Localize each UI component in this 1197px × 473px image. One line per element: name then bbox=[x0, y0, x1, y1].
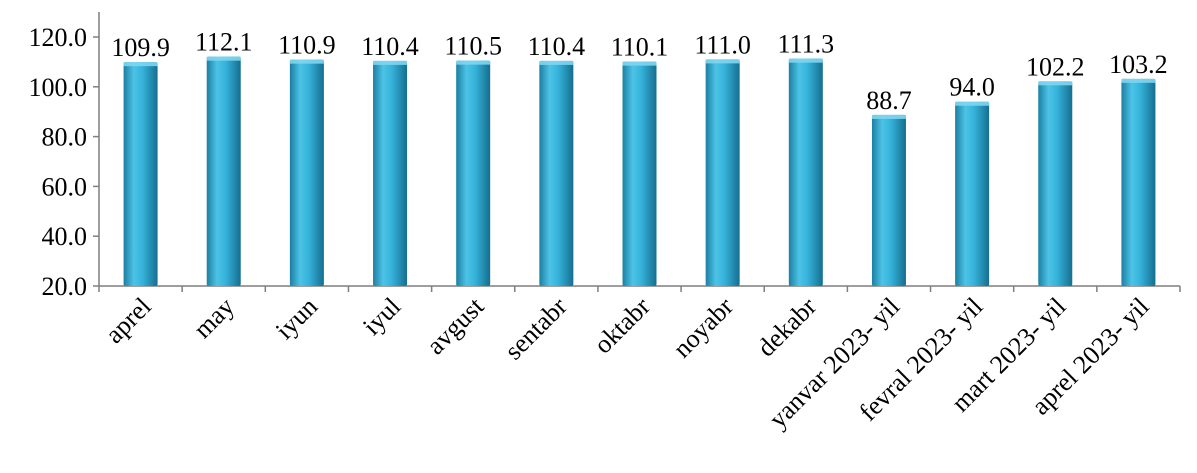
bar bbox=[289, 59, 324, 287]
x-tick-label: iyun bbox=[270, 292, 323, 345]
bar-body bbox=[456, 60, 491, 286]
x-tick-label: oktabr bbox=[588, 291, 656, 359]
data-label: 111.0 bbox=[694, 30, 751, 59]
bar bbox=[955, 101, 990, 287]
bar-top-highlight bbox=[955, 101, 990, 106]
bar bbox=[1121, 78, 1156, 286]
bar bbox=[539, 60, 574, 287]
bar-series bbox=[123, 56, 1156, 287]
x-tick-label: iyul bbox=[357, 292, 406, 341]
x-tick-labels: aprel may iyun iyul avgust sentabr oktabr noyab… bbox=[100, 291, 1155, 434]
x-axis bbox=[98, 285, 1181, 292]
y-tick-label: 80.0 bbox=[42, 123, 88, 152]
bar-body bbox=[1038, 81, 1073, 287]
data-label: 94.0 bbox=[949, 73, 995, 102]
bar bbox=[788, 58, 823, 287]
bar bbox=[622, 61, 657, 286]
bar-top-highlight bbox=[289, 59, 324, 64]
bar bbox=[206, 56, 241, 286]
bar-body bbox=[788, 58, 823, 287]
data-label: 103.2 bbox=[1109, 50, 1168, 79]
y-tick-label: 120.0 bbox=[29, 23, 88, 52]
x-tick-label: aprel bbox=[100, 292, 157, 349]
x-tick-label: noyabr bbox=[667, 291, 739, 363]
data-label: 111.3 bbox=[778, 30, 835, 59]
y-axis: 20.0 40.0 60.0 80.0 100.0 120.0 bbox=[29, 12, 100, 301]
x-tick-label: sentabr bbox=[499, 292, 573, 366]
bar bbox=[871, 114, 906, 286]
bar-top-highlight bbox=[871, 114, 906, 119]
bar bbox=[373, 60, 408, 287]
bar-body bbox=[123, 62, 158, 286]
bar-top-highlight bbox=[456, 60, 491, 65]
bar-top-highlight bbox=[1121, 78, 1156, 83]
bar-top-highlight bbox=[788, 58, 823, 63]
y-tick-label: 60.0 bbox=[42, 172, 88, 201]
bar-body bbox=[1121, 78, 1156, 286]
bar-top-highlight bbox=[373, 60, 408, 65]
bar-body bbox=[705, 59, 740, 286]
bar-body bbox=[955, 101, 990, 287]
data-label: 110.4 bbox=[528, 32, 586, 61]
data-label: 110.1 bbox=[611, 33, 669, 62]
data-labels: 109.9 112.1 110.9 110.4 110.5 110.4 110.1 111.0… bbox=[111, 28, 1167, 115]
data-label: 110.9 bbox=[278, 31, 336, 60]
bar-body bbox=[539, 60, 574, 287]
bar-top-highlight bbox=[622, 61, 657, 66]
bar-body bbox=[289, 59, 324, 287]
bar-top-highlight bbox=[123, 62, 158, 67]
x-tick-label: may bbox=[188, 292, 240, 344]
bar-top-highlight bbox=[539, 60, 574, 65]
bar bbox=[456, 60, 491, 286]
bar-body bbox=[622, 61, 657, 286]
bar bbox=[1038, 81, 1073, 287]
y-tick-label: 20.0 bbox=[42, 272, 88, 301]
bar-body bbox=[871, 114, 906, 286]
bar bbox=[123, 62, 158, 286]
bar-top-highlight bbox=[705, 59, 740, 64]
bar-body bbox=[373, 60, 408, 287]
data-label: 102.2 bbox=[1026, 52, 1085, 81]
data-label: 110.4 bbox=[361, 32, 419, 61]
y-tick-label: 100.0 bbox=[29, 73, 88, 102]
bar bbox=[705, 59, 740, 286]
bar-top-highlight bbox=[206, 56, 241, 61]
bar-body bbox=[206, 56, 241, 286]
data-label: 88.7 bbox=[866, 86, 912, 115]
bar-top-highlight bbox=[1038, 81, 1073, 86]
y-tick-label: 40.0 bbox=[42, 222, 88, 251]
data-label: 109.9 bbox=[111, 33, 170, 62]
data-label: 110.5 bbox=[444, 32, 502, 61]
data-label: 112.1 bbox=[195, 28, 253, 57]
x-tick-label: avgust bbox=[421, 291, 490, 360]
x-tick-label: dekabr bbox=[752, 292, 823, 363]
